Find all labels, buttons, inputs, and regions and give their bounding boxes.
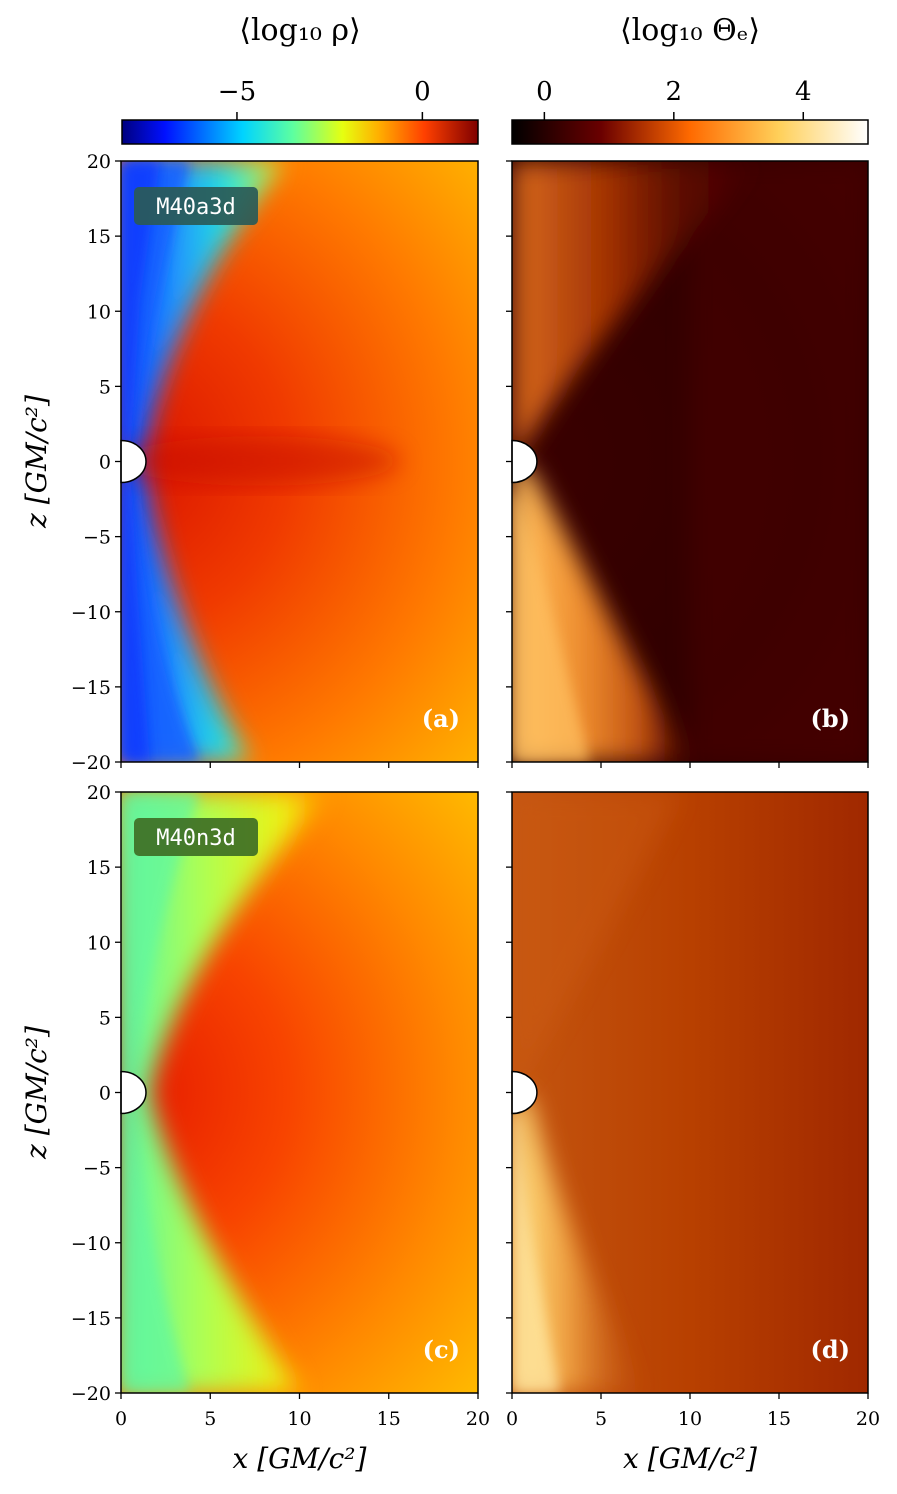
x-tick-label: 0 — [115, 1408, 127, 1430]
y-tick-label: −15 — [71, 677, 111, 699]
black-hole — [511, 1070, 538, 1115]
x-tick-label: 5 — [204, 1408, 216, 1430]
x-tick-label: 20 — [856, 1408, 880, 1430]
panel-c — [121, 792, 478, 1393]
y-tick-label: −10 — [71, 1233, 111, 1255]
y-tick-label: 20 — [87, 782, 111, 804]
panel-label: (a) — [422, 704, 460, 733]
y-tick-label: −20 — [71, 752, 111, 774]
colorbar-tick-label: 0 — [536, 77, 553, 107]
model-name: M40a3d — [156, 195, 235, 220]
x-tick-label: 5 — [595, 1408, 607, 1430]
panel-label: (c) — [423, 1335, 460, 1364]
y-tick-label: 15 — [87, 857, 111, 879]
panel-b — [512, 161, 868, 762]
y-tick-label: −5 — [83, 1158, 111, 1180]
y-tick-label: 0 — [99, 452, 111, 474]
y-tick-label: 10 — [87, 932, 111, 954]
model-name-box — [134, 818, 258, 856]
colorbar-density: ⟨log₁₀ ρ⟩ −5 0 — [121, 13, 479, 145]
y-tick-label: −15 — [71, 1308, 111, 1330]
panel-d-overlay: 0 5 10 15 20 (d) — [506, 791, 880, 1430]
y-tick-label: 5 — [99, 376, 111, 398]
x-axis-label: x [GM/c²] — [233, 1442, 367, 1475]
y-tick-label: 15 — [87, 226, 111, 248]
model-name: M40n3d — [156, 826, 235, 851]
panel-label: (d) — [811, 1335, 851, 1364]
colorbar-density-title: ⟨log₁₀ ρ⟩ — [239, 13, 361, 48]
black-hole — [120, 439, 147, 484]
colorbar-density-ticks: −5 0 — [218, 77, 431, 120]
model-name-box — [134, 187, 258, 225]
y-tick-label: −5 — [83, 527, 111, 549]
x-axis-label: x [GM/c²] — [623, 1442, 757, 1475]
panel-d — [512, 792, 868, 1393]
colorbar-temperature: ⟨log₁₀ Θₑ⟩ 0 2 4 — [511, 13, 869, 145]
colorbar-temperature-title: ⟨log₁₀ Θₑ⟩ — [620, 13, 760, 48]
colorbar-temperature-ticks: 0 2 4 — [536, 77, 812, 120]
panel-b-overlay: (b) — [506, 160, 869, 768]
x-tick-label: 15 — [377, 1408, 401, 1430]
x-tick-label: 20 — [466, 1408, 490, 1430]
x-tick-label: 10 — [287, 1408, 311, 1430]
panel-a — [121, 161, 478, 762]
panel-overlays: 20151050−5−10−15−20(a)M40a3d(b)20151050−… — [20, 151, 880, 1475]
x-tick-label: 0 — [506, 1408, 518, 1430]
black-hole — [511, 439, 538, 484]
y-tick-label: 20 — [87, 151, 111, 173]
y-tick-label: 10 — [87, 301, 111, 323]
colorbar-tick-label: 0 — [414, 77, 431, 107]
black-hole — [120, 1070, 147, 1115]
colorbar-tick-label: 2 — [666, 77, 683, 107]
colorbar-tick-label: −5 — [218, 77, 256, 107]
colorbar-density-bar — [121, 119, 479, 145]
y-tick-label: 5 — [99, 1007, 111, 1029]
y-tick-label: −10 — [71, 602, 111, 624]
y-tick-label: −20 — [71, 1383, 111, 1405]
colorbar-tick-label: 4 — [795, 77, 812, 107]
x-tick-label: 10 — [678, 1408, 702, 1430]
y-axis-label: z [GM/c²] — [20, 1026, 53, 1160]
panel-label: (b) — [811, 704, 851, 733]
panel-a-overlay: 20 15 10 5 0 −5 −10 −15 −20 (a) M40a3d — [71, 151, 479, 774]
y-axis-label: z [GM/c²] — [20, 395, 53, 529]
x-tick-label: 15 — [767, 1408, 791, 1430]
colorbar-temperature-bar — [511, 119, 869, 145]
y-tick-label: 0 — [99, 1083, 111, 1105]
